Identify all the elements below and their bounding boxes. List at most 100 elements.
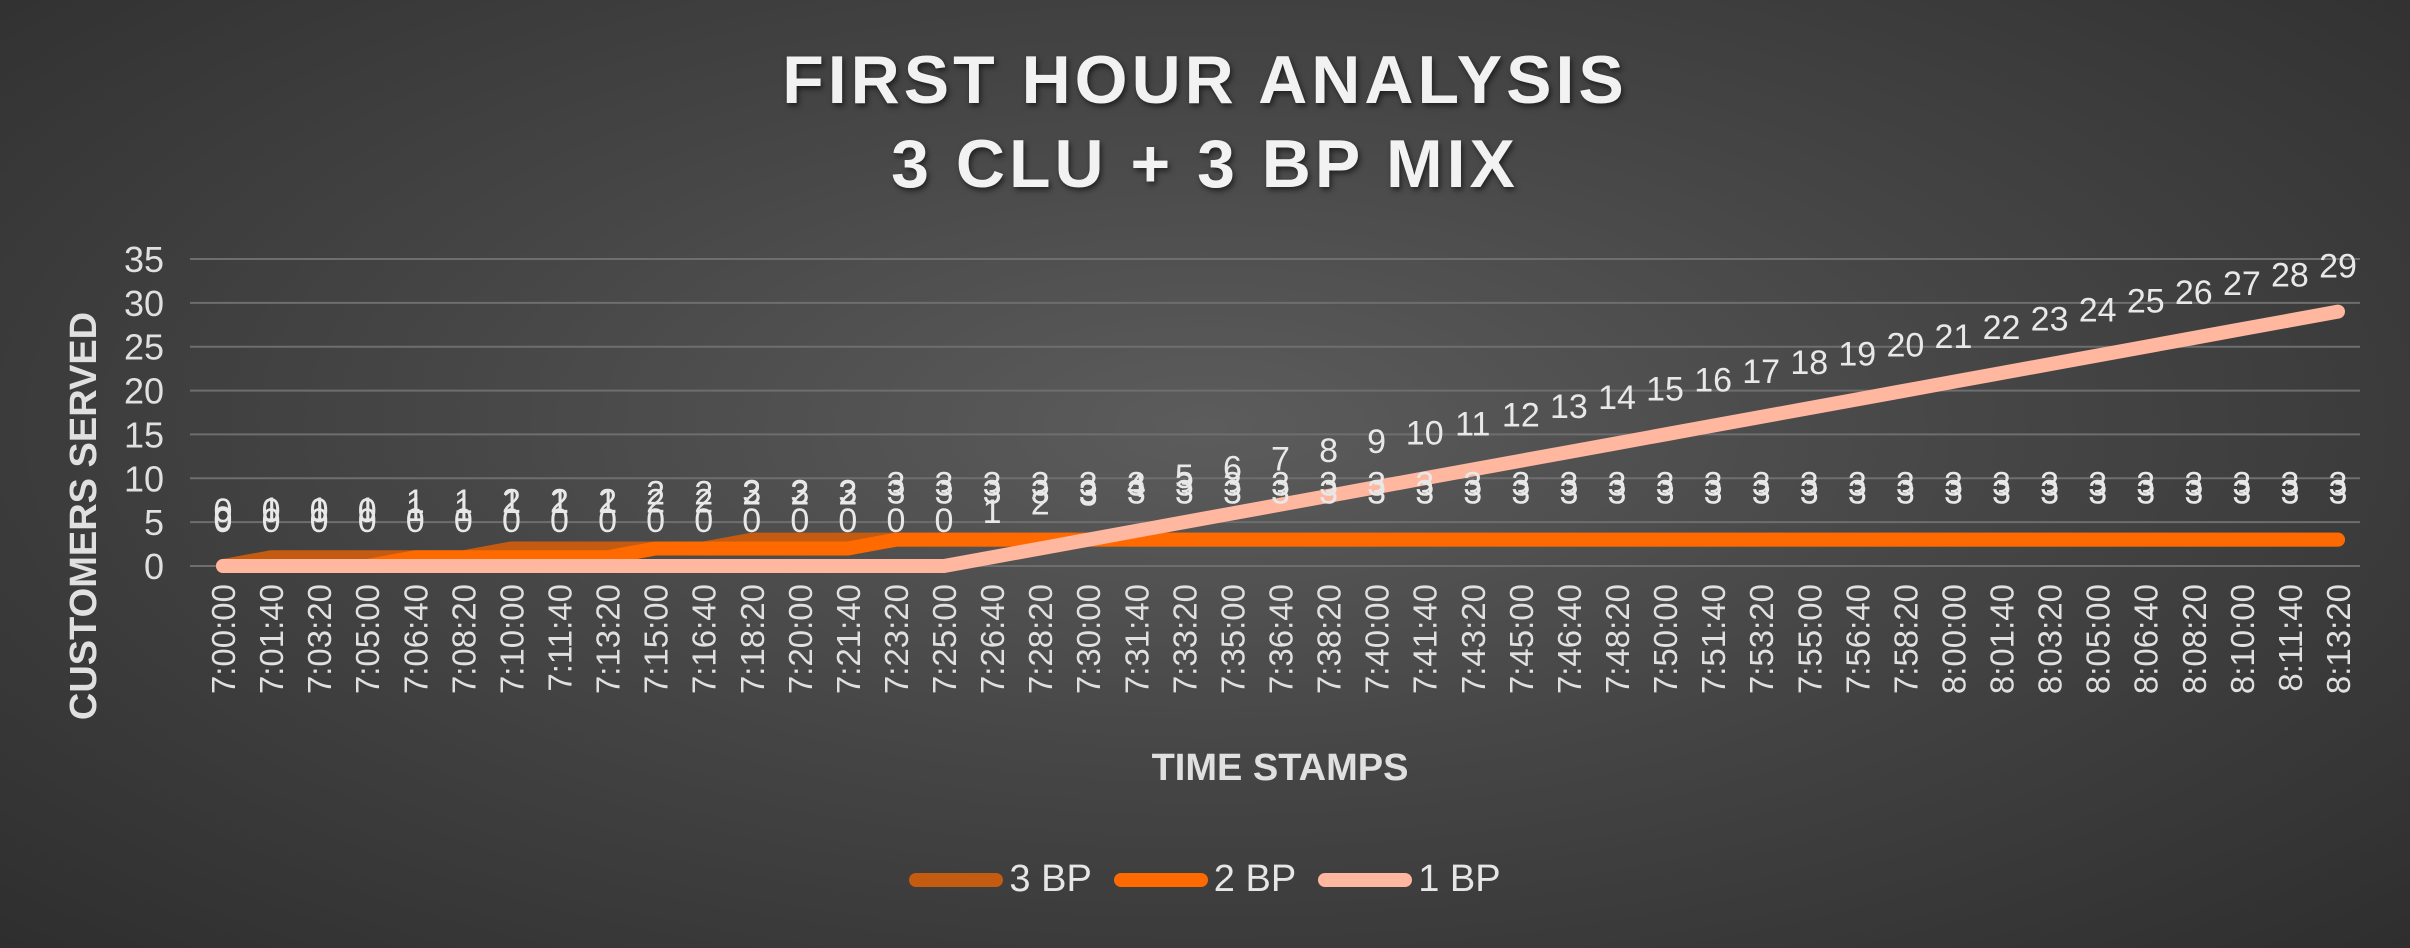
legend-item-3bp: 3 BP	[909, 858, 1092, 901]
data-label: 3	[1415, 466, 1434, 504]
data-label: 21	[1935, 318, 1973, 356]
data-label: 3	[935, 474, 954, 512]
y-axis-title: CUSTOMERS SERVED	[63, 312, 105, 720]
data-label: 0	[646, 502, 665, 540]
x-tick-label: 7:21:40	[830, 584, 867, 694]
legend-label-1bp: 1 BP	[1418, 858, 1501, 900]
x-tick-label: 7:11:40	[541, 584, 578, 692]
x-tick-label: 7:06:40	[397, 584, 434, 694]
y-tick-label: 20	[124, 371, 164, 412]
x-tick-label: 7:15:00	[638, 584, 675, 694]
data-label: 2	[838, 474, 857, 512]
x-tick-label: 7:50:00	[1647, 584, 1684, 694]
y-tick-label: 0	[144, 546, 164, 587]
data-label: 3	[2280, 474, 2299, 512]
data-label: 3	[1319, 474, 1338, 512]
data-label: 2	[742, 474, 761, 512]
legend-label-3bp: 3 BP	[1009, 858, 1092, 900]
data-label: 3	[935, 466, 954, 504]
data-label: 3	[1656, 474, 1675, 512]
data-label: 1	[310, 491, 329, 529]
data-label: 3	[1511, 474, 1530, 512]
data-label: 3	[1896, 474, 1915, 512]
data-label: 3	[2088, 466, 2107, 504]
data-label: 2	[550, 482, 569, 520]
data-label: 22	[1983, 309, 2021, 347]
data-label: 23	[2031, 300, 2069, 338]
y-tick-label: 30	[124, 283, 164, 324]
x-tick-label: 7:33:20	[1166, 584, 1203, 694]
data-label: 0	[262, 502, 281, 540]
data-label: 0	[838, 502, 857, 540]
data-label: 0	[694, 502, 713, 540]
data-label: 3	[1896, 466, 1915, 504]
chart-title-line-2: 3 CLU + 3 BP MIX	[891, 126, 1519, 202]
data-label: 16	[1694, 362, 1732, 400]
x-tick-label: 7:56:40	[1839, 584, 1876, 694]
legend-swatch-3bp	[909, 872, 1004, 887]
data-label: 3	[2232, 474, 2251, 512]
data-label: 3	[1800, 474, 1819, 512]
data-label: 3	[1031, 466, 1050, 504]
data-label: 13	[1550, 388, 1588, 426]
x-tick-label: 7:35:00	[1214, 584, 1251, 694]
x-tick-label: 7:03:20	[301, 584, 338, 694]
data-label: 3	[2088, 474, 2107, 512]
legend-swatch-1bp	[1318, 872, 1413, 887]
data-label: 1	[454, 491, 473, 529]
data-label: 1	[406, 491, 425, 529]
data-label: 0	[935, 502, 954, 540]
x-tick-label: 7:36:40	[1263, 584, 1300, 694]
data-label: 3	[2184, 474, 2203, 512]
data-label: 17	[1742, 353, 1780, 391]
data-label: 3	[1656, 466, 1675, 504]
data-label: 2	[694, 474, 713, 512]
y-tick-label: 35	[124, 239, 164, 280]
data-label: 1	[598, 483, 617, 521]
legend-label-2bp: 2 BP	[1213, 858, 1297, 900]
data-label: 3	[1848, 466, 1867, 504]
data-label: 1	[406, 483, 425, 521]
x-tick-label: 7:00:00	[205, 584, 242, 694]
data-label: 3	[886, 474, 905, 512]
data-label: 11	[1455, 406, 1490, 444]
data-label: 3	[838, 474, 857, 512]
data-label: 3	[1559, 474, 1578, 512]
data-label: 4	[1127, 467, 1146, 505]
x-tick-label: 7:41:40	[1407, 584, 1444, 694]
chart-title: FIRST HOUR ANALYSIS 3 CLU + 3 BP MIX	[0, 38, 2410, 206]
data-label: 3	[1415, 474, 1434, 512]
data-label: 3	[1367, 466, 1386, 504]
data-label: 3	[1175, 466, 1194, 504]
series-lines	[216, 304, 2345, 573]
data-label: 3	[790, 474, 809, 512]
x-tick-label: 8:10:00	[2224, 584, 2261, 694]
x-tick-label: 7:01:40	[253, 584, 290, 694]
data-label: 14	[1598, 379, 1636, 417]
data-label: 2	[646, 482, 665, 520]
series-line-1bp	[216, 304, 2345, 573]
data-label: 0	[358, 492, 377, 530]
data-label: 3	[1752, 474, 1771, 512]
x-tick-label: 8:13:20	[2320, 584, 2357, 694]
data-label: 2	[1031, 484, 1050, 522]
x-tick-label: 7:08:20	[445, 584, 482, 694]
data-label: 3	[1800, 466, 1819, 504]
x-tick-label: 8:11:40	[2272, 584, 2309, 692]
data-label: 3	[1271, 466, 1290, 504]
y-tick-label: 5	[144, 502, 164, 543]
data-label: 3	[1079, 466, 1098, 504]
data-label: 1	[983, 493, 1002, 531]
data-label: 0	[886, 502, 905, 540]
data-label: 3	[742, 474, 761, 512]
data-label: 3	[1608, 474, 1627, 512]
data-label: 3	[1127, 474, 1146, 512]
x-tick-label: 8:03:20	[2032, 584, 2069, 694]
x-tick-label: 8:06:40	[2128, 584, 2165, 694]
data-label: 1	[262, 491, 281, 529]
data-label: 1	[358, 491, 377, 529]
data-label: 3	[2329, 474, 2348, 512]
data-label: 3	[1223, 474, 1242, 512]
